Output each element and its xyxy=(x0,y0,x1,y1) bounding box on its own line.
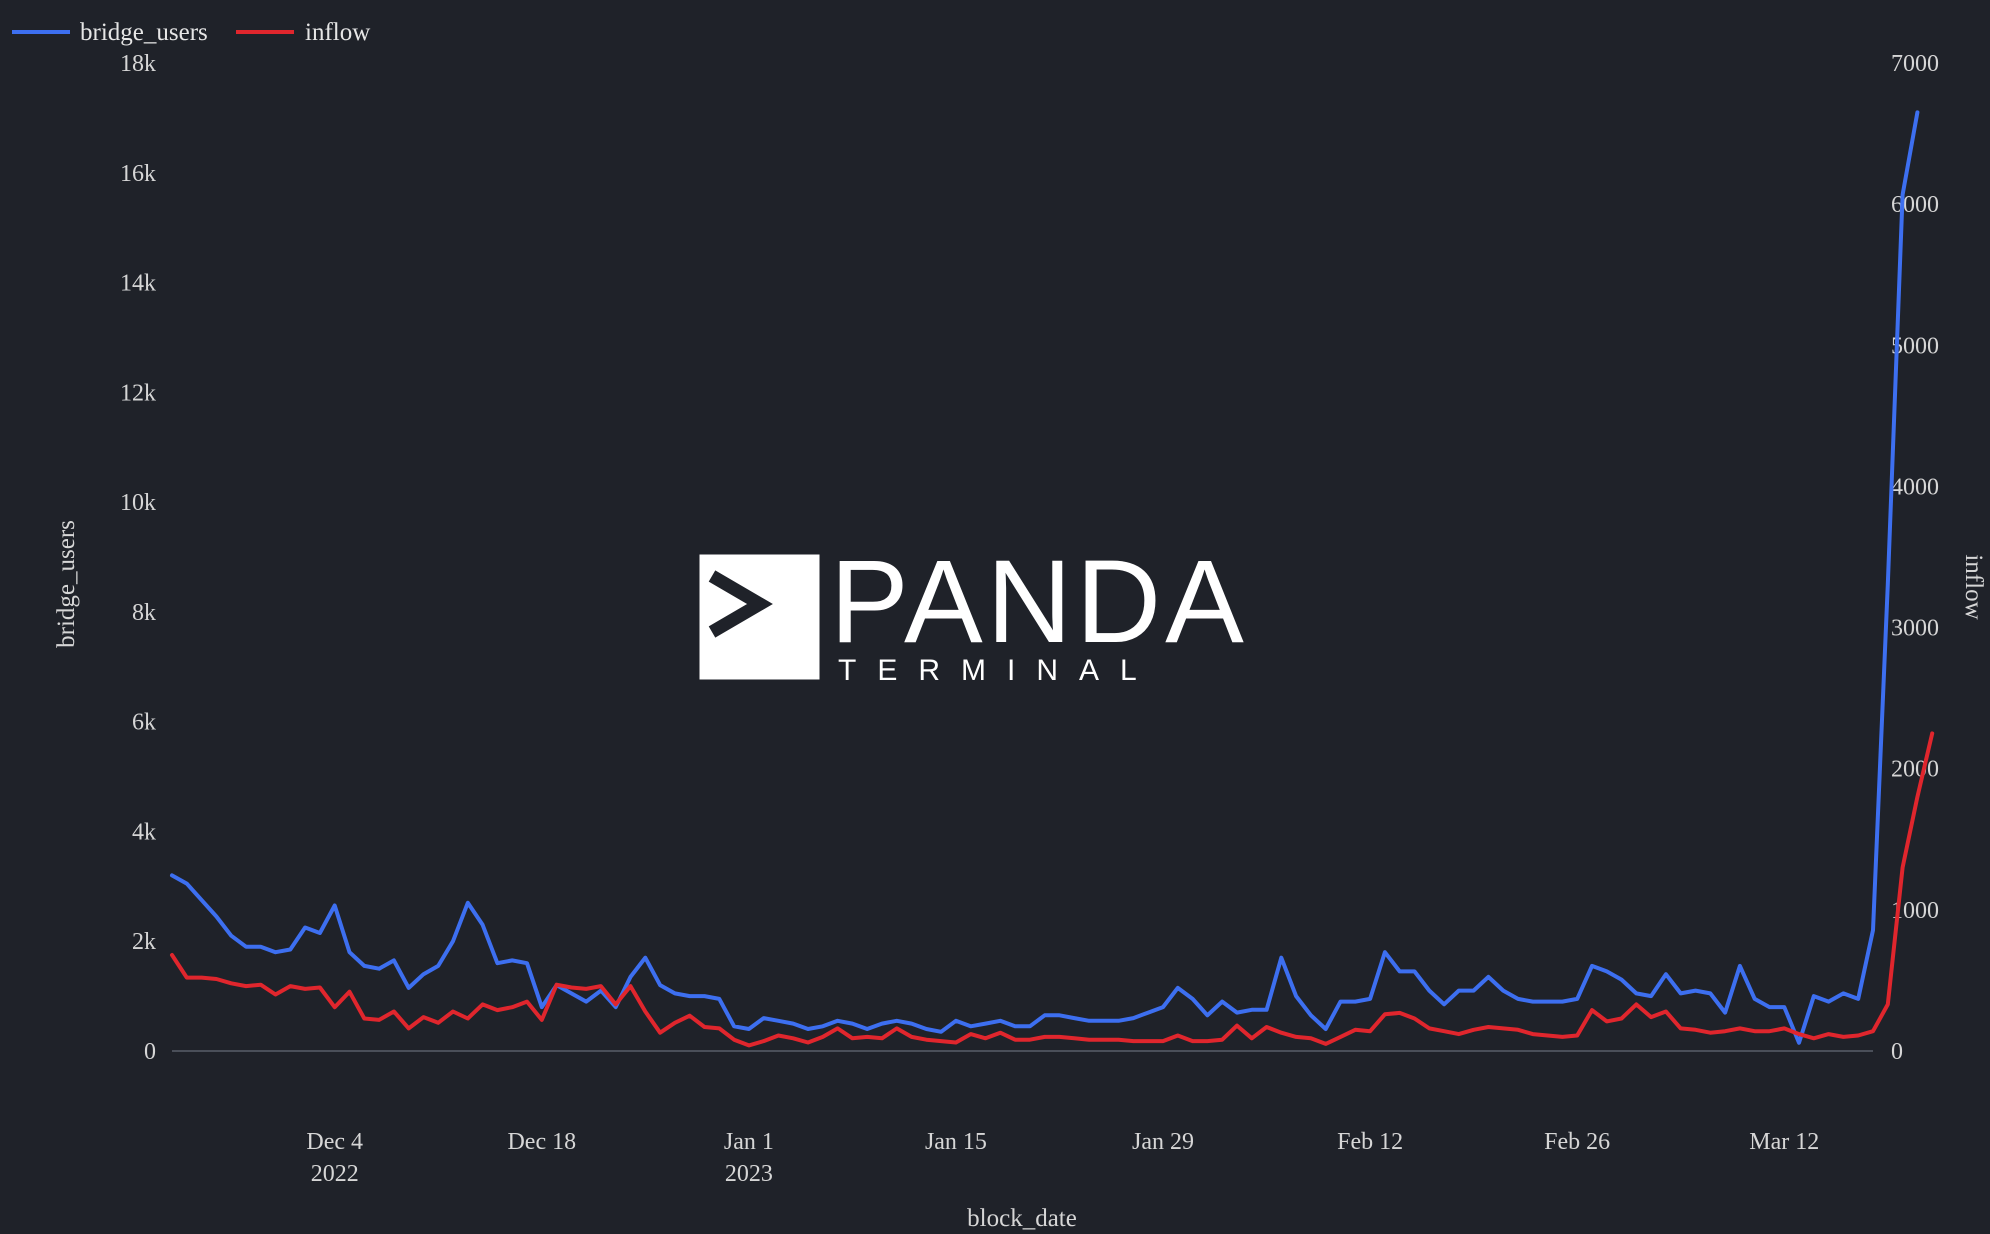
series-line-inflow xyxy=(170,731,1935,1048)
x-axis-title: block_date xyxy=(967,1205,1077,1232)
x-tick-label: Jan 15 xyxy=(925,1129,987,1155)
legend-label-bridge-users: bridge_users xyxy=(80,19,208,46)
y-axis-left: 0 2k 4k 6k 8k 10k 12k 14k 16k 18k xyxy=(120,51,156,1065)
legend: bridge_users inflow xyxy=(12,19,370,46)
y-tick-label: 0 xyxy=(144,1039,156,1065)
x-tick-label: Dec 4 xyxy=(306,1129,363,1155)
y2-tick-label: 2000 xyxy=(1891,757,1939,783)
x-tick-year-label: 2022 xyxy=(311,1161,359,1187)
y2-axis-title: inflow xyxy=(1960,554,1987,619)
x-tick-year-label: 2023 xyxy=(725,1161,773,1187)
watermark-main-text: PANDA xyxy=(830,536,1248,668)
y-tick-label: 16k xyxy=(120,161,156,187)
y2-tick-label: 6000 xyxy=(1891,192,1939,218)
x-tick-label: Feb 12 xyxy=(1337,1129,1403,1155)
y-tick-label: 8k xyxy=(132,600,156,626)
y-tick-label: 14k xyxy=(120,271,156,297)
y-tick-label: 18k xyxy=(120,51,156,77)
legend-item-bridge-users[interactable]: bridge_users xyxy=(12,19,208,46)
series-lines xyxy=(170,110,1935,1048)
y-tick-label: 6k xyxy=(132,710,156,736)
y-tick-label: 4k xyxy=(132,819,156,845)
y2-tick-label: 4000 xyxy=(1891,474,1939,500)
x-tick-label: Dec 18 xyxy=(507,1129,576,1155)
watermark-sub-text: TERMINAL xyxy=(838,654,1158,687)
y-axis-title: bridge_users xyxy=(53,520,80,648)
x-tick-label: Feb 26 xyxy=(1544,1129,1610,1155)
y-tick-label: 12k xyxy=(120,380,156,406)
y-tick-label: 10k xyxy=(120,490,156,516)
y2-tick-label: 3000 xyxy=(1891,616,1939,642)
x-tick-label: Jan 29 xyxy=(1132,1129,1194,1155)
x-tick-label: Mar 12 xyxy=(1749,1129,1819,1155)
logo-prompt-chevron xyxy=(708,570,773,638)
x-axis: Dec 4 2022 Dec 18 Jan 1 2023 Jan 15 Jan 29 Feb … xyxy=(306,1129,1819,1187)
watermark-logo: PANDA TERMINAL xyxy=(699,536,1248,687)
x-tick-label: Jan 1 xyxy=(724,1129,774,1155)
logo-cursor xyxy=(772,660,818,670)
legend-label-inflow: inflow xyxy=(305,19,370,46)
series-line-bridge-users xyxy=(170,110,1920,1045)
y-tick-label: 2k xyxy=(132,929,156,955)
y2-tick-label: 7000 xyxy=(1891,51,1939,77)
legend-item-inflow[interactable]: inflow xyxy=(236,19,370,46)
y2-tick-label: 0 xyxy=(1891,1039,1903,1065)
